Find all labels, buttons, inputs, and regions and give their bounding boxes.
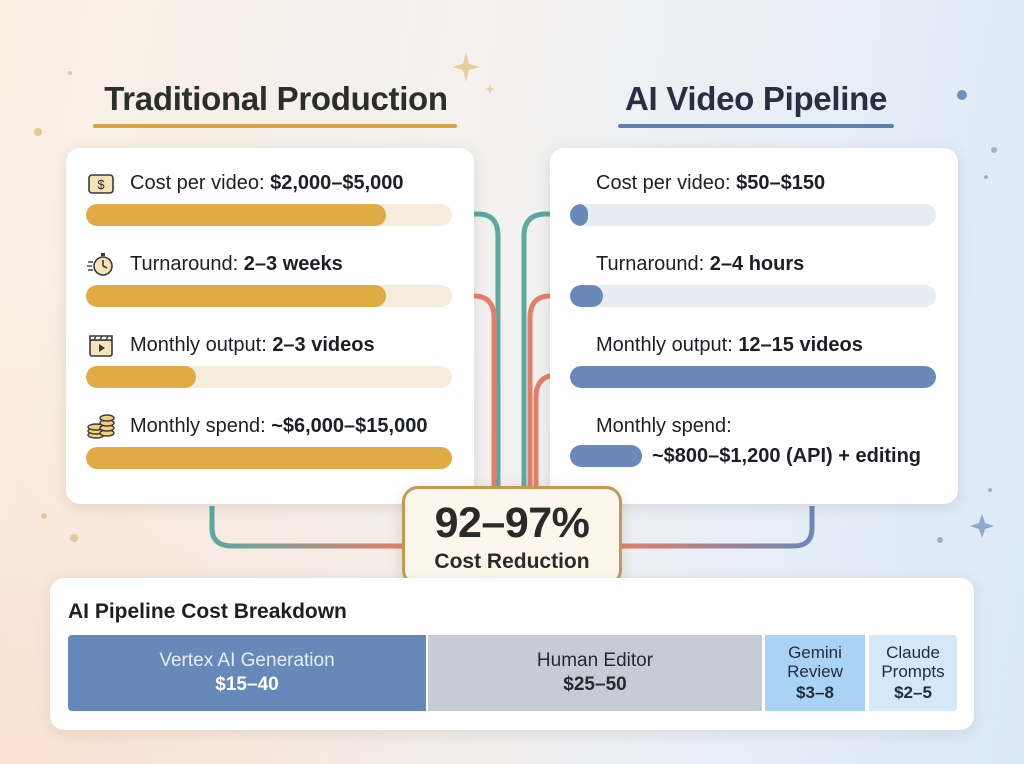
traditional-card: $ Cost per video: $2,000–$5,000 Turnarou…: [66, 148, 474, 504]
ai-title-underline: [618, 124, 894, 128]
segment-label-line1: Gemini: [788, 643, 842, 663]
sparkle-decoration: [970, 514, 994, 538]
dot-decoration: [984, 175, 988, 179]
bar-fill: [570, 366, 936, 388]
bar-fill: [86, 285, 387, 307]
cost-breakdown-panel: AI Pipeline Cost Breakdown Vertex AI Gen…: [50, 578, 974, 730]
metric-label: Turnaround: 2–4 hours: [596, 253, 805, 275]
connector-left-1: [456, 211, 501, 500]
connector-bottom-left: [209, 506, 404, 549]
metric-label: Cost per video: $2,000–$5,000: [130, 172, 404, 194]
cost-reduction-badge: 92–97% Cost Reduction: [402, 486, 622, 586]
cost-reduction-value: 92–97%: [434, 499, 590, 547]
dot-decoration: [70, 534, 78, 542]
ai-card: Cost per video: $50–$150 Turnaround: 2–4…: [550, 148, 958, 504]
segment-value: $15–40: [215, 674, 279, 695]
ai-output-bar: [570, 366, 936, 388]
dot-decoration: [988, 488, 992, 492]
segment-claude-prompts: Claude Prompts $2–5: [869, 635, 957, 711]
segment-label-line1: Claude: [886, 643, 940, 663]
dot-decoration: [34, 128, 42, 136]
segment-value: $3–8: [796, 683, 834, 703]
metric-label: Monthly output: 12–15 videos: [596, 334, 863, 356]
traditional-turnaround-bar: [86, 285, 452, 307]
video-clapper-icon: [86, 332, 116, 360]
sparkle-decoration: [485, 84, 495, 94]
segment-label: Human Editor: [536, 650, 654, 672]
connector-right-2: [527, 293, 572, 500]
metric-label: Monthly output: 2–3 videos: [130, 334, 375, 356]
dot-decoration: [957, 90, 967, 100]
cost-reduction-label: Cost Reduction: [434, 550, 590, 573]
bar-fill: [86, 447, 452, 469]
segment-value: $2–5: [894, 683, 932, 703]
ai-title: AI Video Pipeline: [624, 80, 888, 117]
traditional-title: Traditional Production: [104, 80, 448, 117]
bar-fill: [86, 204, 387, 226]
dot-decoration: [41, 513, 47, 519]
sparkle-decoration: [452, 52, 480, 82]
metric-label: Turnaround: 2–3 weeks: [130, 253, 343, 275]
segment-vertex-ai: Vertex AI Generation $15–40: [68, 635, 426, 711]
dot-decoration: [937, 537, 943, 543]
segment-label-line2: Review: [787, 662, 843, 682]
connector-right-1: [521, 211, 572, 500]
stopwatch-icon: [86, 251, 116, 279]
ai-spend-value: ~$800–$1,200 (API) + editing: [652, 444, 922, 467]
segment-label-line2: Prompts: [881, 662, 945, 682]
coin-stack-icon: [86, 413, 116, 441]
traditional-output-bar: [86, 366, 452, 388]
bar-fill: [570, 204, 589, 226]
traditional-cost-bar: [86, 204, 452, 226]
ai-cost-bar: [570, 204, 936, 226]
ai-spend-row: ~$800–$1,200 (API) + editing: [570, 444, 921, 468]
metric-label: Monthly spend:: [596, 415, 732, 437]
connector-bottom-right: [620, 506, 815, 549]
bar-fill: [570, 285, 603, 307]
bar-fill: [86, 366, 196, 388]
traditional-spend-bar: [86, 447, 452, 469]
dot-decoration: [991, 147, 997, 153]
connector-left-2: [456, 293, 497, 500]
ai-spend-bar: [570, 445, 642, 467]
ai-turnaround-bar: [570, 285, 936, 307]
segment-label: Vertex AI Generation: [159, 650, 335, 672]
svg-text:$: $: [97, 177, 105, 192]
segment-gemini-review: Gemini Review $3–8: [765, 635, 865, 711]
metric-label: Monthly spend: ~$6,000–$15,000: [130, 415, 428, 437]
segment-human-editor: Human Editor $25–50: [428, 635, 762, 711]
segment-value: $25–50: [563, 674, 627, 695]
metric-label: Cost per video: $50–$150: [596, 172, 826, 194]
traditional-title-underline: [93, 124, 457, 128]
dot-decoration: [68, 71, 72, 75]
dollar-bill-icon: $: [86, 170, 116, 198]
breakdown-title: AI Pipeline Cost Breakdown: [68, 600, 347, 623]
